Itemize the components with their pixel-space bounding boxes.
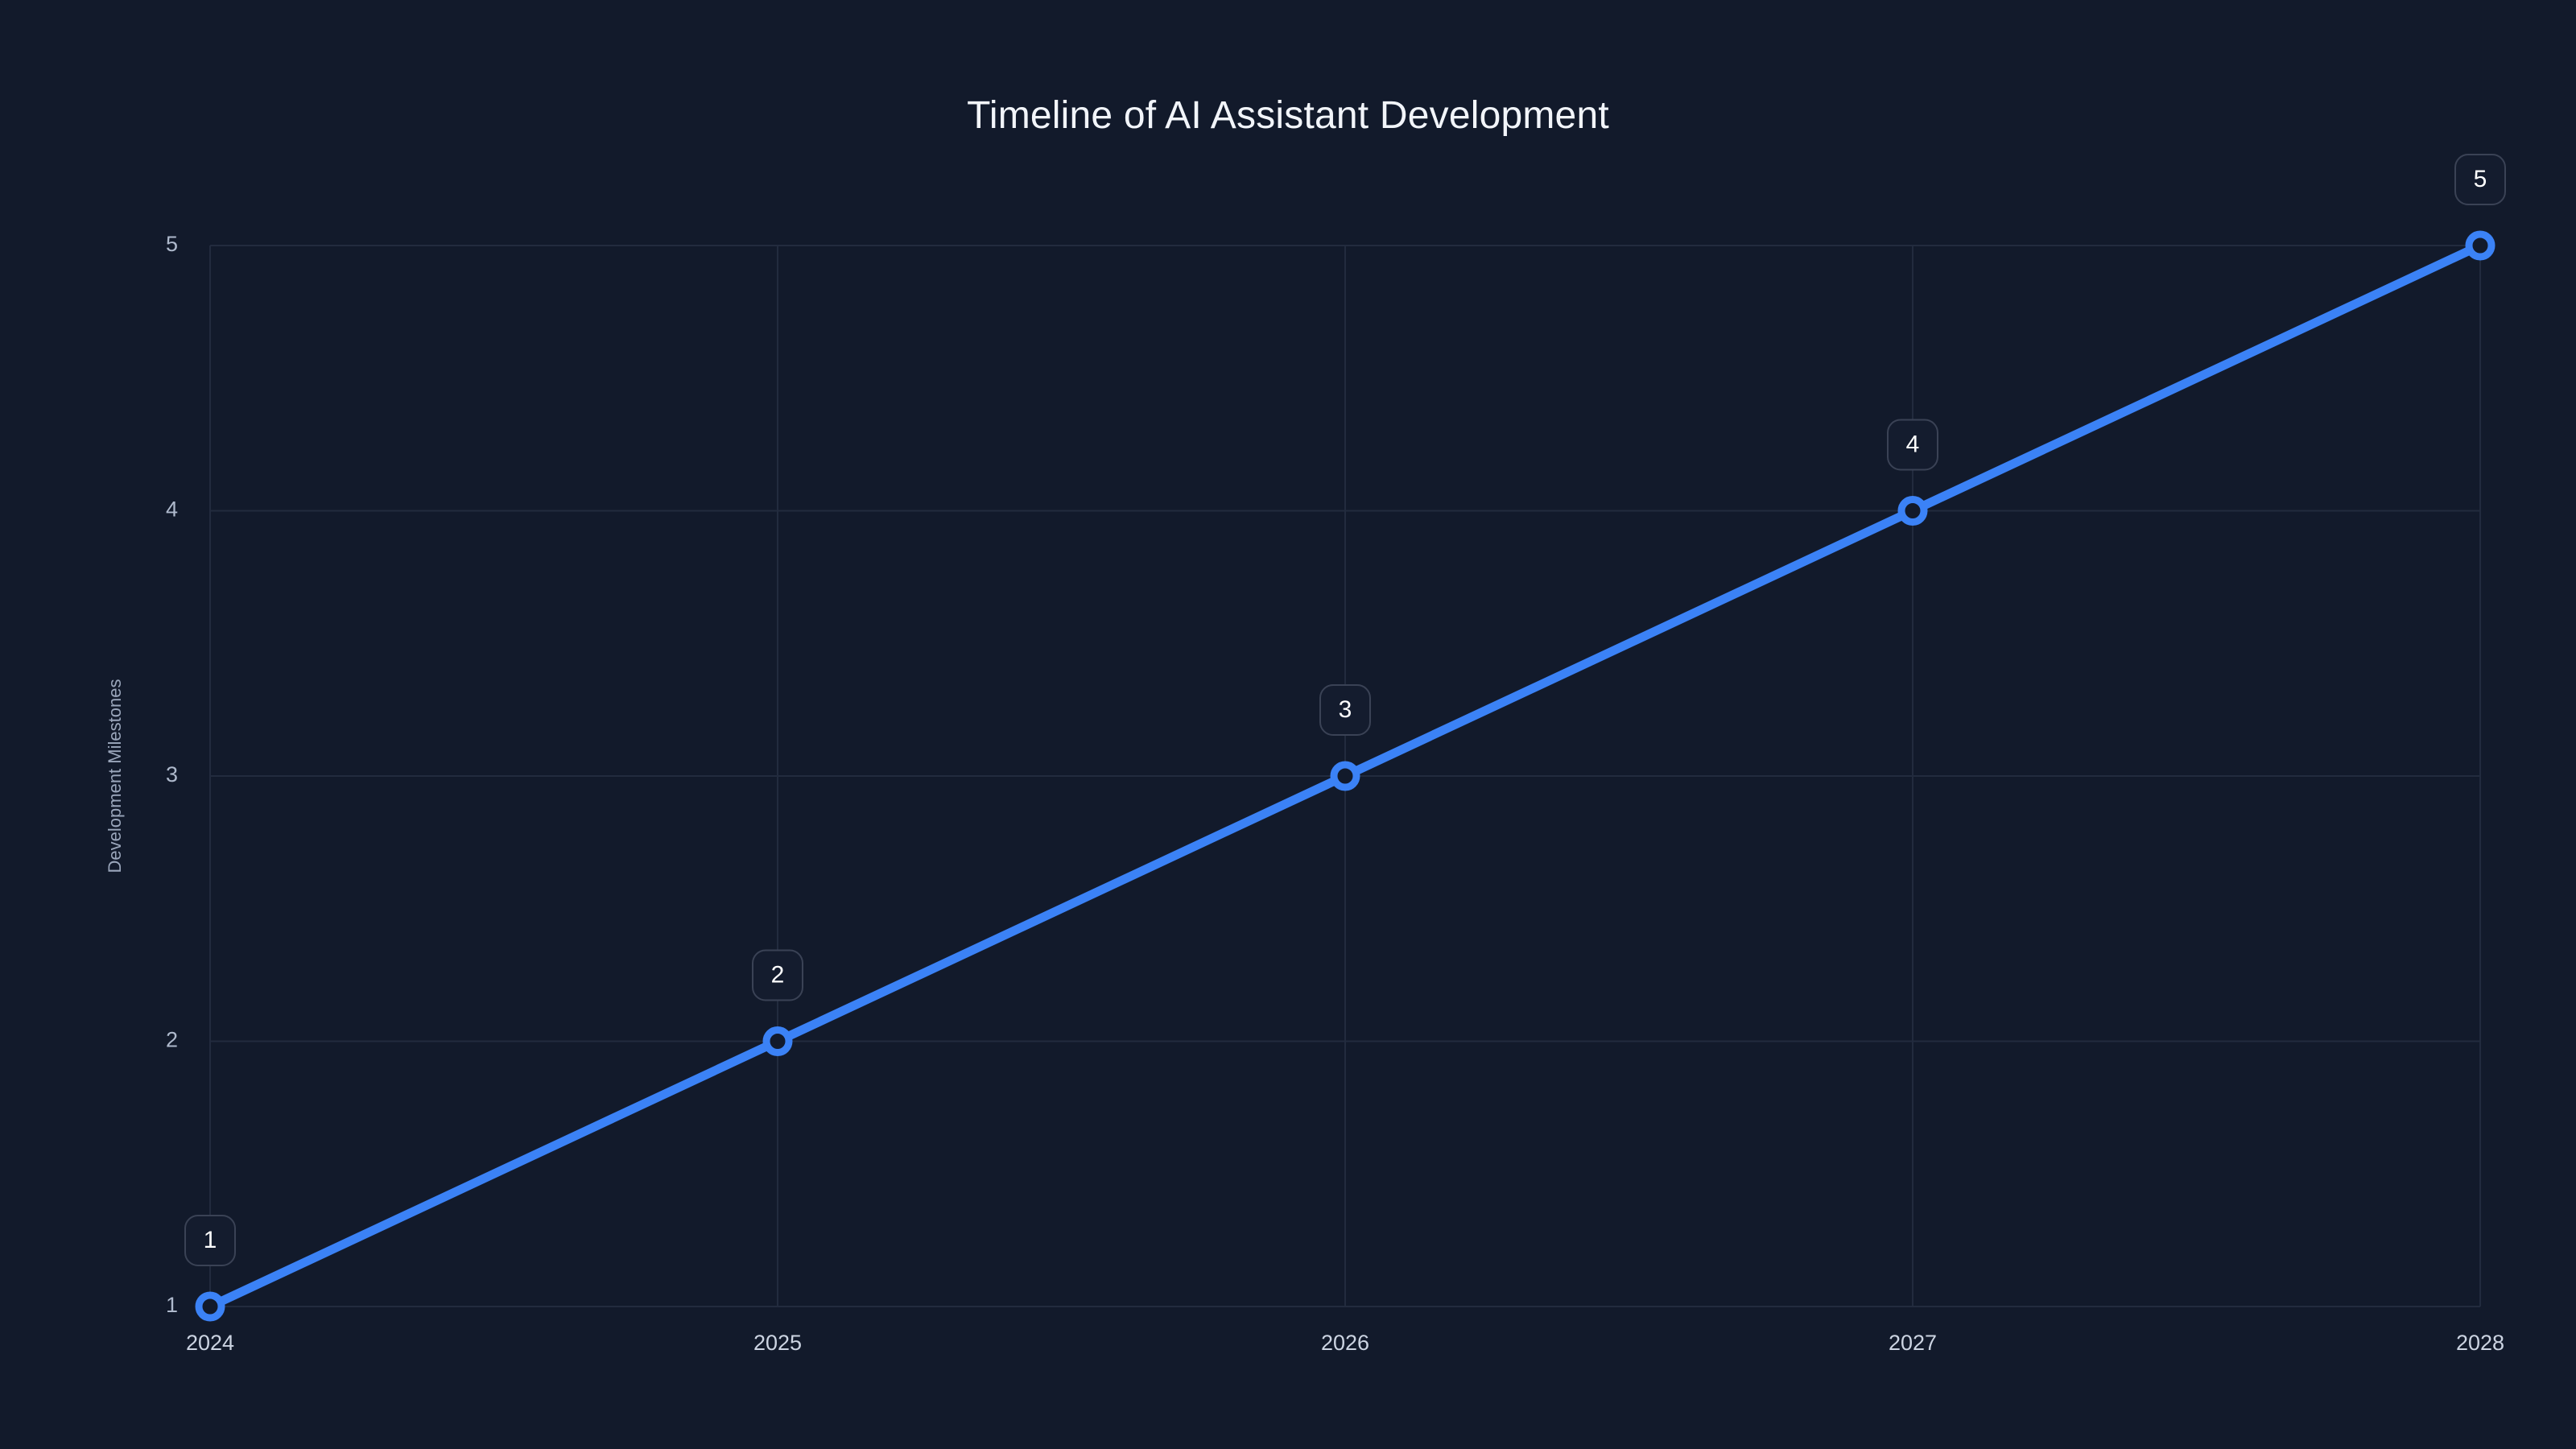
y-axis-tick-label: 2 xyxy=(166,1028,178,1052)
x-axis-tick-label: 2028 xyxy=(2456,1331,2504,1355)
x-axis-tick-labels: 2024 2025 2026 2027 2028 xyxy=(186,1331,2504,1355)
badge-background xyxy=(1887,419,1938,471)
y-axis-title: Development Milestones xyxy=(105,679,125,873)
data-point-label-badge: 4 xyxy=(1887,419,1938,471)
data-point-marker[interactable] xyxy=(1897,496,1928,526)
badge-value-text: 3 xyxy=(1339,696,1352,723)
y-axis-tick-label: 1 xyxy=(166,1293,178,1317)
x-axis-tick-label: 2027 xyxy=(1889,1331,1937,1355)
x-axis-tick-label: 2025 xyxy=(753,1331,802,1355)
chart-title: Timeline of AI Assistant Development xyxy=(967,94,1609,137)
data-point-marker[interactable] xyxy=(1330,761,1360,791)
y-axis-tick-label: 5 xyxy=(166,232,178,256)
y-axis-tick-label: 3 xyxy=(166,762,178,786)
data-point-markers xyxy=(195,230,2496,1322)
data-point-label-badge: 2 xyxy=(752,949,803,1001)
badge-value-text: 4 xyxy=(1906,431,1920,457)
y-axis-tick-label: 4 xyxy=(166,497,178,522)
data-point-marker[interactable] xyxy=(2465,230,2496,261)
data-point-marker[interactable] xyxy=(762,1026,793,1056)
data-point-marker[interactable] xyxy=(195,1291,225,1322)
badge-background xyxy=(1319,684,1371,736)
x-axis-tick-label: 2024 xyxy=(186,1331,234,1355)
data-point-labels: 1 2 3 4 5 xyxy=(184,154,2506,1266)
data-point-label-badge: 3 xyxy=(1319,684,1371,736)
badge-value-text: 2 xyxy=(771,961,785,988)
badge-value-text: 5 xyxy=(2474,166,2487,192)
badge-background xyxy=(752,949,803,1001)
badge-background xyxy=(2454,154,2506,205)
data-point-label-badge: 1 xyxy=(184,1215,236,1266)
x-axis-tick-label: 2026 xyxy=(1321,1331,1369,1355)
badge-background xyxy=(184,1215,236,1266)
y-axis-tick-labels: 1 2 3 4 5 xyxy=(166,232,178,1317)
badge-value-text: 1 xyxy=(204,1227,217,1253)
data-point-label-badge: 5 xyxy=(2454,154,2506,205)
